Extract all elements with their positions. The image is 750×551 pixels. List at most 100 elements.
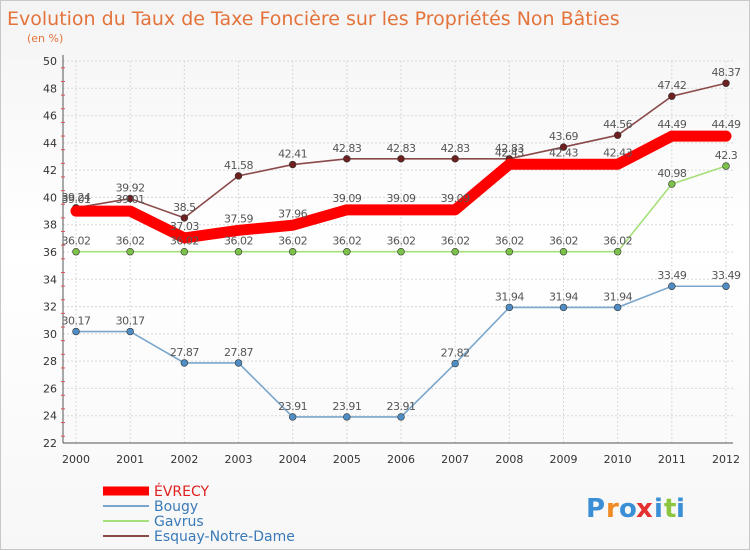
data-label-gavrus-2009: 36.02 [549, 235, 578, 248]
point-bougy-2012 [722, 282, 730, 290]
x-tick-label-2008: 2008 [495, 453, 523, 466]
data-label-esquay-notre-dame-2011: 47.42 [657, 79, 686, 92]
data-label-bougy-2012: 33.49 [712, 269, 741, 282]
y-tick-label-30: 30 [43, 328, 57, 341]
point-bougy-2011 [668, 282, 676, 290]
point-gavrus-2006 [397, 248, 405, 256]
point-esquay-notre-dame-2004 [288, 160, 297, 169]
point-bougy-2004 [288, 413, 297, 421]
point-bougy-2005 [343, 413, 351, 421]
logo-letter-3: x [636, 494, 653, 524]
data-label-bougy-2000: 30.17 [62, 315, 91, 328]
x-tick-label-2004: 2004 [279, 453, 307, 466]
legend-label-esquay-notre-dame: Esquay-Notre-Dame [154, 529, 295, 545]
logo-letter-0: P [586, 494, 605, 524]
point-esquay-notre-dame-2007 [451, 155, 459, 163]
data-label-gavrus-2001: 36.02 [116, 235, 145, 248]
y-tick-label-46: 46 [43, 110, 57, 123]
data-label-bougy-2005: 23.91 [332, 400, 361, 413]
data-label-gavrus-2008: 36.02 [495, 235, 524, 248]
point-esquay-notre-dame-2001 [126, 194, 134, 203]
data-label-esquay-notre-dame-2004: 42.41 [278, 148, 307, 161]
data-label-bougy-2011: 33.49 [657, 269, 686, 282]
point-bougy-2002 [180, 359, 189, 367]
data-label-bougy-2002: 27.87 [170, 346, 199, 359]
point-gavrus-2007 [451, 248, 459, 256]
point-bougy-2008 [505, 303, 514, 312]
data-label-bougy-2009: 31.94 [549, 290, 578, 303]
y-tick-label-50: 50 [43, 55, 57, 68]
legend-label--vrecy: ÉVRECY [154, 483, 210, 500]
point-esquay-notre-dame-2009 [559, 143, 568, 151]
y-tick-label-24: 24 [43, 410, 57, 423]
point-gavrus-2003 [234, 248, 243, 256]
data-label--vrecy-2005: 39.09 [332, 192, 361, 205]
series-line--vrecy [70, 130, 732, 244]
y-tick-label-48: 48 [43, 82, 57, 95]
y-tick-label-28: 28 [43, 355, 57, 368]
series-layer [70, 79, 732, 421]
data-label-esquay-notre-dame-2009: 43.69 [549, 130, 578, 143]
point-gavrus-2002 [180, 248, 189, 256]
point-gavrus-2010 [613, 248, 622, 256]
y-tick-label-34: 34 [43, 273, 57, 286]
x-tick-label-2010: 2010 [604, 453, 632, 466]
chart-title: Evolution du Taux de Taxe Foncière sur l… [7, 8, 620, 30]
data-label-esquay-notre-dame-2000: 39.24 [62, 191, 91, 204]
data-label-esquay-notre-dame-2008: 42.83 [495, 142, 524, 155]
data-label-gavrus-2003: 36.02 [224, 235, 253, 248]
data-label--vrecy-2008: 42.43 [495, 146, 524, 159]
y-tick-label-42: 42 [43, 164, 57, 177]
data-label-bougy-2010: 31.94 [603, 290, 632, 303]
data-label-gavrus-2007: 36.02 [441, 235, 470, 248]
data-label-gavrus-2010: 36.02 [603, 235, 632, 248]
data-label-gavrus-2005: 36.02 [332, 235, 361, 248]
logo-letter-1: r [606, 494, 619, 524]
legend-label-gavrus: Gavrus [154, 514, 204, 530]
y-tick-label-44: 44 [43, 137, 57, 150]
data-label-gavrus-2006: 36.02 [387, 235, 416, 248]
point-esquay-notre-dame-2006 [397, 155, 405, 163]
x-tick-label-2001: 2001 [116, 453, 144, 466]
data-label-gavrus-2000: 36.02 [62, 235, 91, 248]
point-bougy-2001 [126, 327, 134, 336]
point-bougy-2003 [234, 359, 243, 367]
point-gavrus-2005 [343, 248, 351, 256]
axes: 22 24 26 28 30 32 34 36 38 40 42 44 46 48 50 2000 2001 20… [43, 55, 740, 466]
point-esquay-notre-dame-2002 [180, 214, 189, 222]
point-gavrus-2008 [505, 248, 514, 256]
y-tick-label-36: 36 [43, 246, 57, 259]
logo-letter-4: i [654, 494, 663, 524]
point-gavrus-2012 [722, 162, 730, 170]
data-label--vrecy-2002: 37.03 [170, 220, 199, 233]
point-gavrus-2011 [668, 180, 676, 188]
data-label-bougy-2003: 27.87 [224, 346, 253, 359]
data-label-esquay-notre-dame-2003: 41.58 [224, 159, 253, 172]
data-label--vrecy-2000: 39.01 [62, 193, 91, 206]
data-label-esquay-notre-dame-2005: 42.83 [332, 142, 361, 155]
data-label--vrecy-2003: 37.59 [224, 212, 253, 225]
data-label-esquay-notre-dame-2006: 42.83 [387, 142, 416, 155]
data-label--vrecy-2012: 44.49 [712, 118, 741, 131]
point-bougy-2006 [397, 413, 405, 421]
legend-label-bougy: Bougy [154, 499, 198, 515]
point-gavrus-2001 [126, 248, 134, 256]
data-label-bougy-2007: 27.82 [441, 347, 470, 360]
x-tick-label-2009: 2009 [550, 453, 578, 466]
data-label-esquay-notre-dame-2012: 48.37 [712, 66, 741, 79]
data-label-esquay-notre-dame-2002: 38.5 [173, 201, 196, 214]
x-tick-label-2011: 2011 [658, 453, 686, 466]
y-tick-label-22: 22 [43, 437, 57, 450]
data-label-gavrus-2002: 36.02 [170, 235, 199, 248]
x-tick-label-2002: 2002 [170, 453, 198, 466]
logo-letter-2: o [619, 494, 637, 524]
point-bougy-2010 [613, 303, 622, 312]
data-label-gavrus-2011: 40.98 [657, 167, 686, 180]
data-label-gavrus-2012: 42.3 [715, 149, 738, 162]
x-tick-label-2000: 2000 [62, 453, 90, 466]
logo-letter-6: i [676, 494, 685, 524]
